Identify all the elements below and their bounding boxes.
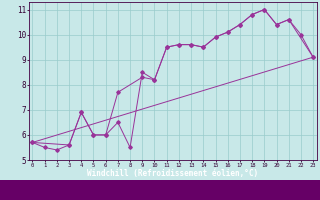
X-axis label: Windchill (Refroidissement éolien,°C): Windchill (Refroidissement éolien,°C) — [87, 169, 258, 178]
